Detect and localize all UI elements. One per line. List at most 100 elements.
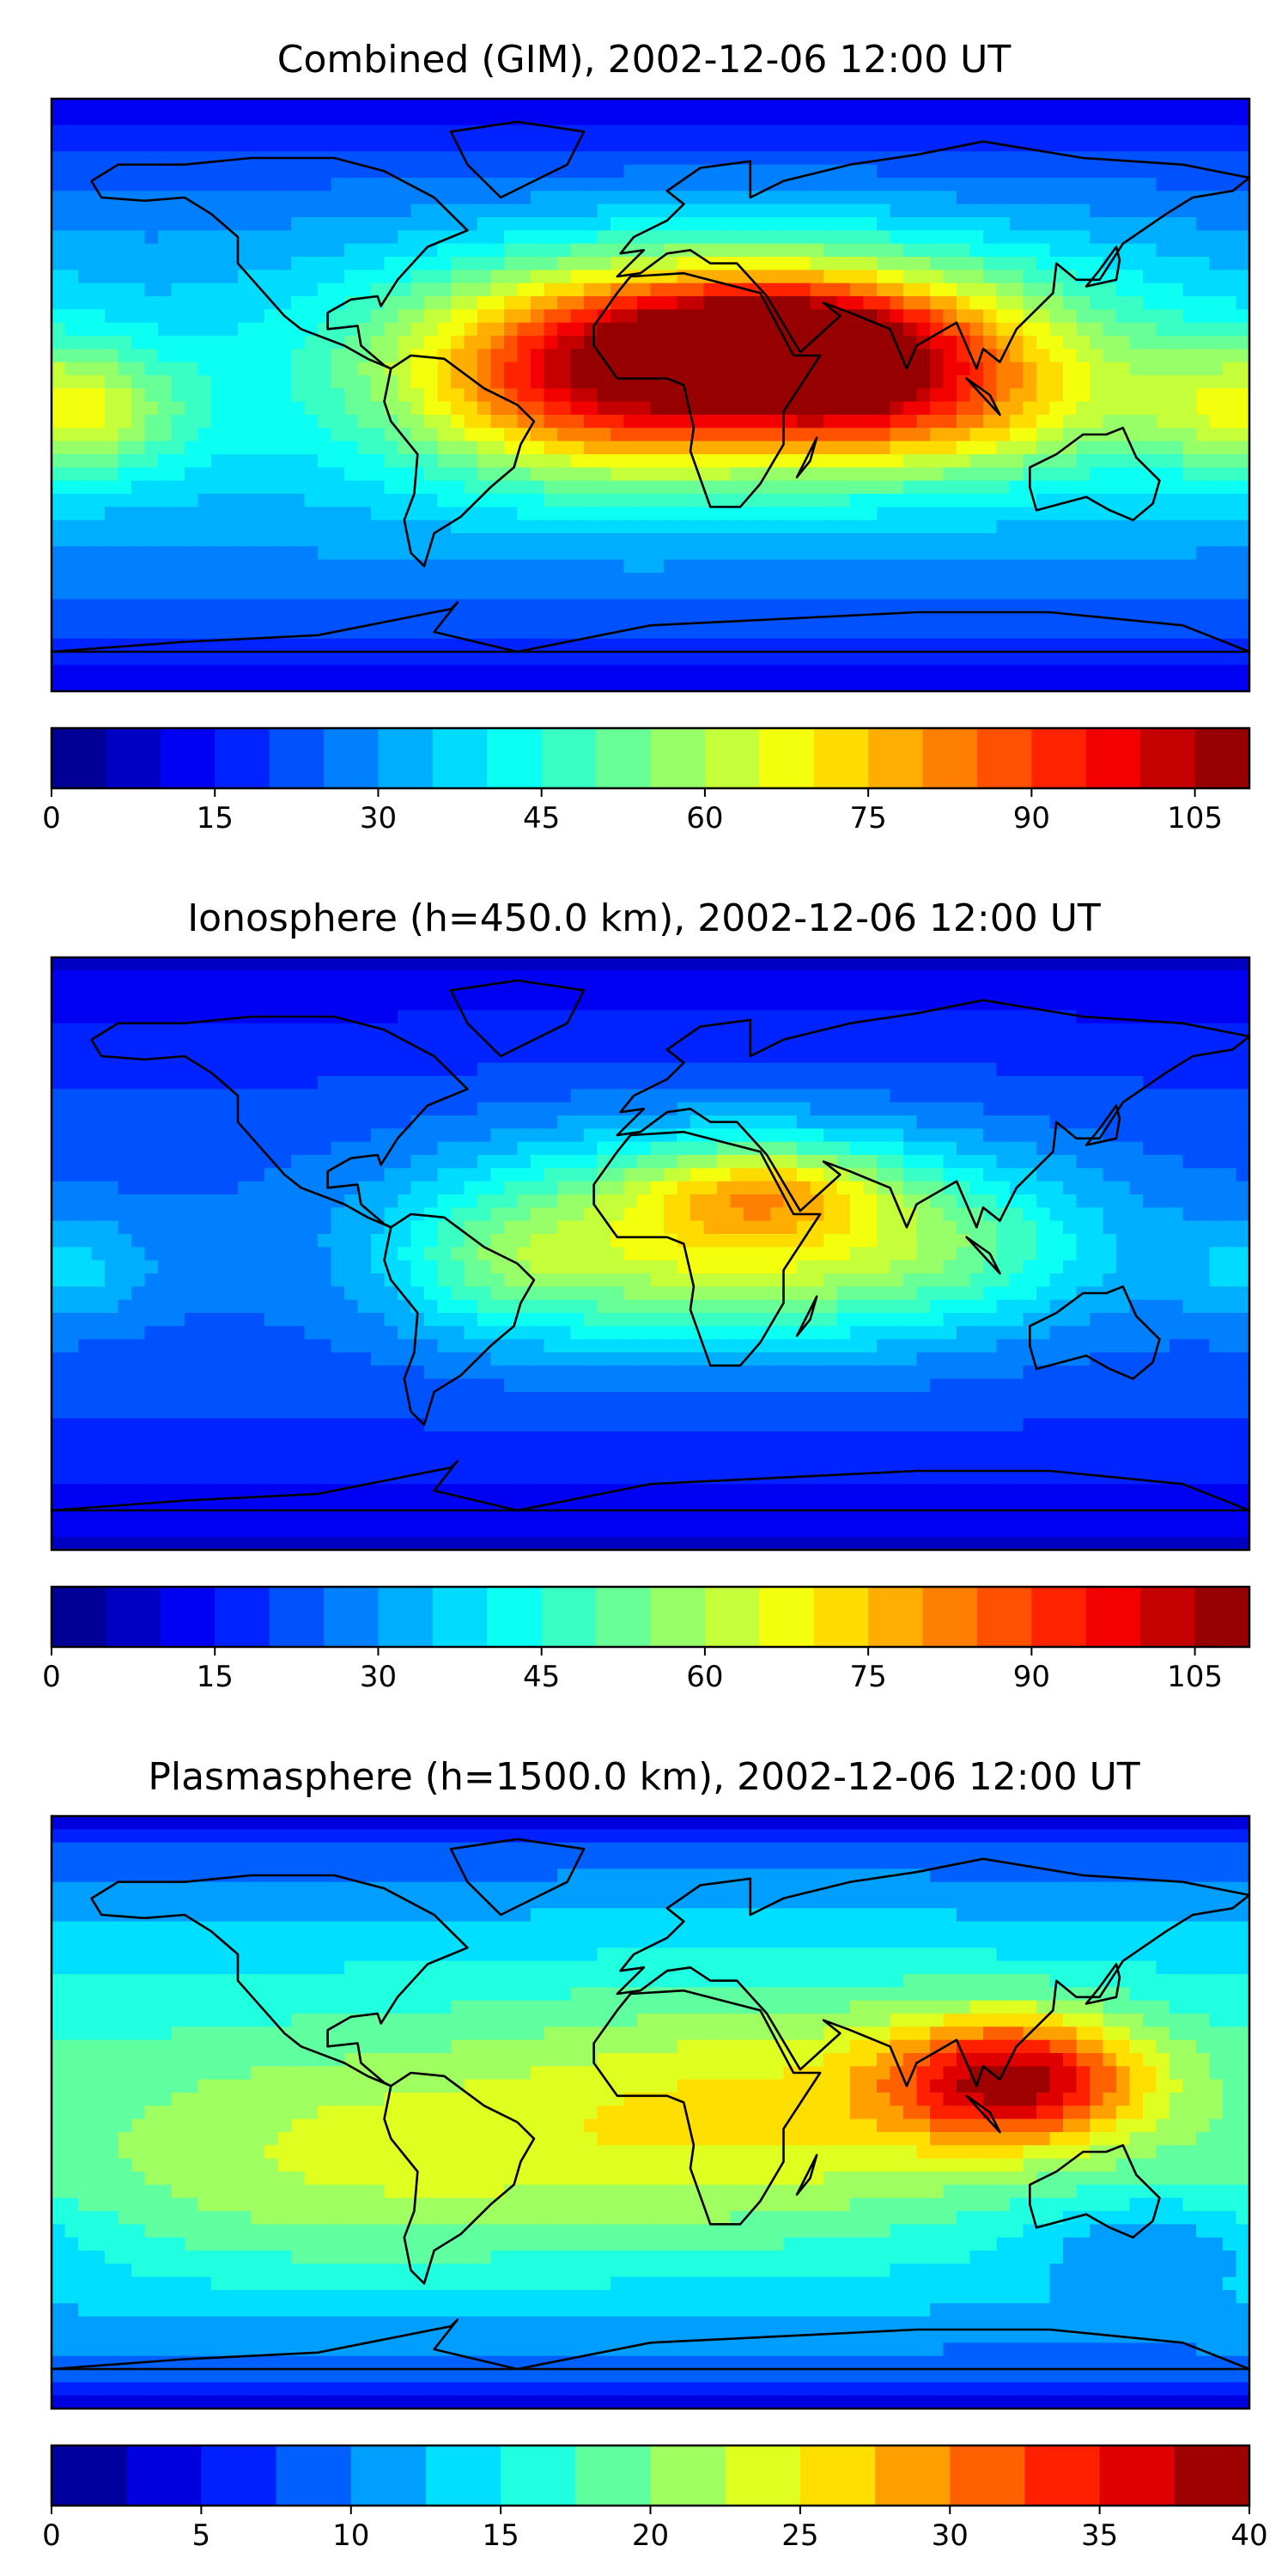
map-cell <box>91 1076 106 1090</box>
map-cell <box>304 125 319 139</box>
map-cell <box>52 1023 66 1037</box>
map-cell <box>1090 1023 1104 1037</box>
map-cell <box>277 257 292 270</box>
map-cell <box>357 230 372 245</box>
map-cell <box>490 322 505 337</box>
map-cell <box>996 217 1011 231</box>
map-cell <box>318 99 332 112</box>
map-cell <box>1116 125 1131 139</box>
map-cell <box>783 191 798 205</box>
map-cell <box>730 296 744 310</box>
map-cell <box>277 178 292 191</box>
map-cell <box>983 546 998 561</box>
map-cell <box>477 112 492 126</box>
map-cell <box>903 440 918 455</box>
map-cell <box>91 638 106 653</box>
map-cell <box>398 125 412 139</box>
map-cell <box>677 652 691 665</box>
map-cell <box>1170 519 1184 534</box>
map-cell <box>1076 1076 1091 1090</box>
map-cell <box>1049 983 1064 998</box>
map-cell <box>850 652 865 665</box>
map-cell <box>91 586 106 600</box>
map-cell <box>770 598 785 613</box>
map-cell <box>650 677 665 692</box>
map-cell <box>770 1062 785 1077</box>
map-cell <box>331 99 345 112</box>
map-cell <box>570 467 585 482</box>
map-cell <box>717 598 732 613</box>
tec-map-field <box>52 957 1250 1551</box>
map-cell <box>531 494 545 507</box>
map-cell <box>1063 349 1078 363</box>
map-cell <box>64 99 79 112</box>
coastline <box>449 120 586 199</box>
map-cell <box>650 270 665 284</box>
map-cell <box>863 388 878 403</box>
map-cell <box>331 257 345 270</box>
map-cell <box>943 1023 957 1037</box>
map-cell <box>1196 533 1211 547</box>
map-cell <box>64 191 79 205</box>
map-cell <box>943 467 957 482</box>
map-cell <box>1063 230 1078 245</box>
map-cell <box>131 1076 146 1090</box>
map-cell <box>1023 243 1037 258</box>
map-cell <box>64 361 79 376</box>
map-cell <box>823 138 838 152</box>
map-cell <box>264 480 279 495</box>
map-cell <box>318 598 332 613</box>
map-cell <box>517 204 532 218</box>
map-cell <box>357 467 372 482</box>
map-cell <box>357 494 372 507</box>
map-cell <box>863 957 878 971</box>
map-cell <box>238 270 252 284</box>
map-cell <box>1129 349 1144 363</box>
map-cell <box>1156 296 1170 310</box>
map-cell <box>251 243 265 258</box>
map-cell <box>1063 361 1078 376</box>
map-cell <box>544 533 558 547</box>
map-cell <box>1090 957 1104 971</box>
map-cell <box>384 243 398 258</box>
map-cell <box>996 1010 1011 1024</box>
map-cell <box>850 625 865 640</box>
map-cell <box>144 1076 159 1090</box>
map-cell <box>903 1049 918 1064</box>
map-cell <box>1036 388 1051 403</box>
map-cell <box>544 612 558 626</box>
map-cell <box>118 349 132 363</box>
map-cell <box>983 997 998 1011</box>
map-cell <box>371 322 386 337</box>
map-cell <box>464 454 478 468</box>
map-cell <box>52 533 66 547</box>
map-cell <box>1010 546 1024 561</box>
map-cell <box>64 178 79 191</box>
map-cell <box>144 612 159 626</box>
map-cell <box>890 546 904 561</box>
map-cell <box>437 665 452 679</box>
map-cell <box>836 638 851 653</box>
map-cell <box>238 677 252 692</box>
map-cell <box>823 1010 838 1024</box>
map-cell <box>943 361 957 376</box>
map-cell <box>224 99 239 112</box>
map-cell <box>1010 997 1024 1011</box>
map-cell <box>185 494 199 507</box>
map-cell <box>398 454 412 468</box>
map-cell <box>863 480 878 495</box>
map-cell <box>597 230 611 245</box>
map-cell <box>969 519 984 534</box>
map-cell <box>291 361 306 376</box>
map-cell <box>1116 204 1131 218</box>
map-cell <box>783 322 798 337</box>
map-cell <box>185 573 199 586</box>
map-cell <box>304 336 319 349</box>
map-cell <box>197 217 212 231</box>
map-cell <box>331 586 345 600</box>
map-cell <box>91 99 106 112</box>
map-cell <box>424 270 439 284</box>
map-cell <box>756 349 771 363</box>
map-cell <box>531 467 545 482</box>
map-cell <box>637 625 652 640</box>
